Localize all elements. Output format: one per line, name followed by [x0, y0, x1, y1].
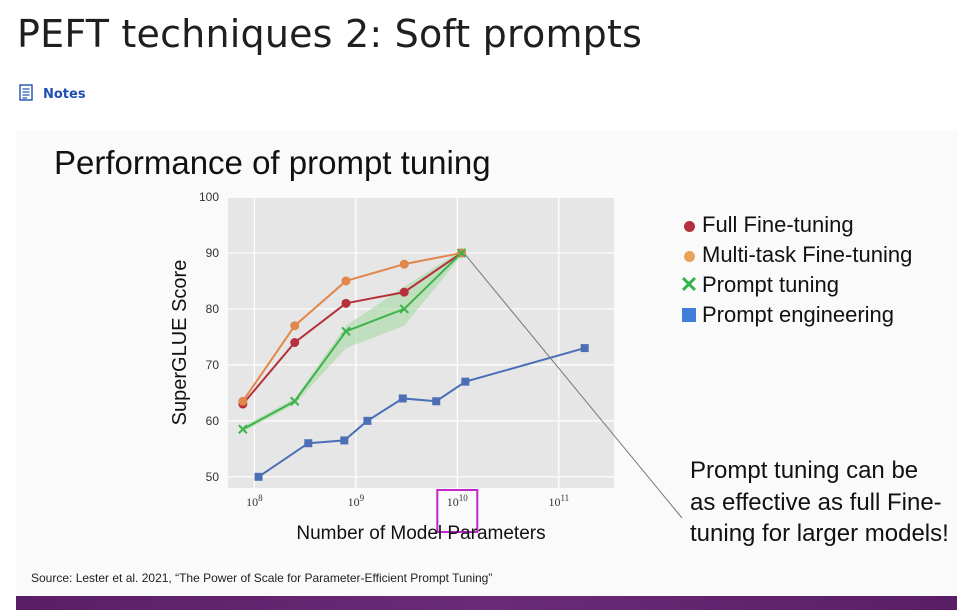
plot-area — [228, 197, 614, 488]
x-axis-label: Number of Model Parameters — [296, 523, 545, 544]
y-tick-label: 70 — [206, 358, 220, 372]
data-point-prompt-tuning — [456, 248, 467, 258]
legend-label: Prompt tuning — [702, 272, 839, 297]
data-point-prompt-tuning — [399, 304, 409, 314]
legend-label: Full Fine-tuning — [702, 212, 854, 237]
data-point-multi-task-fine-tuning — [341, 276, 351, 286]
data-point-prompt-engineering — [340, 436, 349, 445]
callout-pointer-line — [465, 254, 683, 519]
data-point-prompt-engineering — [580, 344, 589, 353]
notes-label: Notes — [43, 87, 86, 102]
data-point-prompt-engineering — [398, 394, 407, 403]
chart-legend: Full Fine-tuning Multi-task Fine-tuning … — [678, 210, 913, 330]
slide: Performance of prompt tuning 50 60 70 80 90 1… — [16, 130, 957, 596]
notes-icon — [19, 84, 33, 105]
legend-item-full-fine-tuning: Full Fine-tuning — [678, 210, 912, 240]
data-point-full-fine-tuning — [341, 298, 351, 308]
legend-item-multi-task-fine-tuning: Multi-task Fine-tuning — [678, 240, 912, 270]
legend-marker-square-blue — [678, 302, 700, 328]
legend-marker-circle-orange — [678, 242, 700, 268]
callout-text: Prompt tuning can be as effective as ful… — [690, 457, 949, 547]
page-title: PEFT techniques 2: Soft prompts — [17, 12, 643, 56]
data-point-prompt-engineering — [254, 472, 263, 481]
x-tick-label: 1010 — [447, 493, 469, 509]
data-point-multi-task-fine-tuning — [238, 396, 248, 406]
data-point-full-fine-tuning — [290, 338, 300, 347]
source-citation: Source: Lester et al. 2021, “The Power o… — [31, 571, 493, 585]
y-tick-label: 100 — [199, 190, 219, 204]
y-tick-label: 80 — [206, 302, 220, 316]
series-line-prompt-engineering — [257, 347, 585, 478]
legend-label: Multi-task Fine-tuning — [702, 242, 913, 267]
x-tick-label: 1011 — [548, 493, 569, 509]
legend-marker-x-icon: ✕ — [679, 272, 699, 297]
legend-marker-circle-red — [678, 212, 700, 238]
notes-button[interactable]: Notes — [19, 84, 86, 105]
data-point-prompt-engineering — [363, 416, 372, 425]
y-axis-label: SuperGLUE Score — [169, 260, 191, 426]
x-tick-label: 108 — [246, 493, 263, 509]
legend-label: Prompt engineering — [702, 302, 895, 327]
legend-item-prompt-engineering: Prompt engineering — [678, 300, 912, 330]
legend-item-prompt-tuning: ✕ Prompt tuning — [678, 270, 912, 300]
data-point-full-fine-tuning — [399, 287, 409, 297]
data-point-prompt-tuning — [341, 326, 351, 337]
data-point-prompt-engineering — [304, 439, 313, 448]
data-point-prompt-tuning — [238, 424, 248, 434]
data-point-prompt-engineering — [432, 397, 441, 406]
y-tick-label: 90 — [206, 246, 220, 260]
footer-bar — [16, 596, 957, 610]
y-tick-label: 60 — [206, 414, 220, 428]
data-point-prompt-engineering — [461, 377, 470, 386]
data-point-multi-task-fine-tuning — [399, 259, 409, 269]
data-point-multi-task-fine-tuning — [290, 321, 300, 331]
y-tick-label: 50 — [206, 470, 220, 484]
x-tick-label: 109 — [348, 493, 365, 509]
slide-title: Performance of prompt tuning — [54, 144, 491, 181]
data-point-prompt-tuning — [290, 396, 300, 406]
x-tick-highlight-box — [436, 489, 479, 533]
